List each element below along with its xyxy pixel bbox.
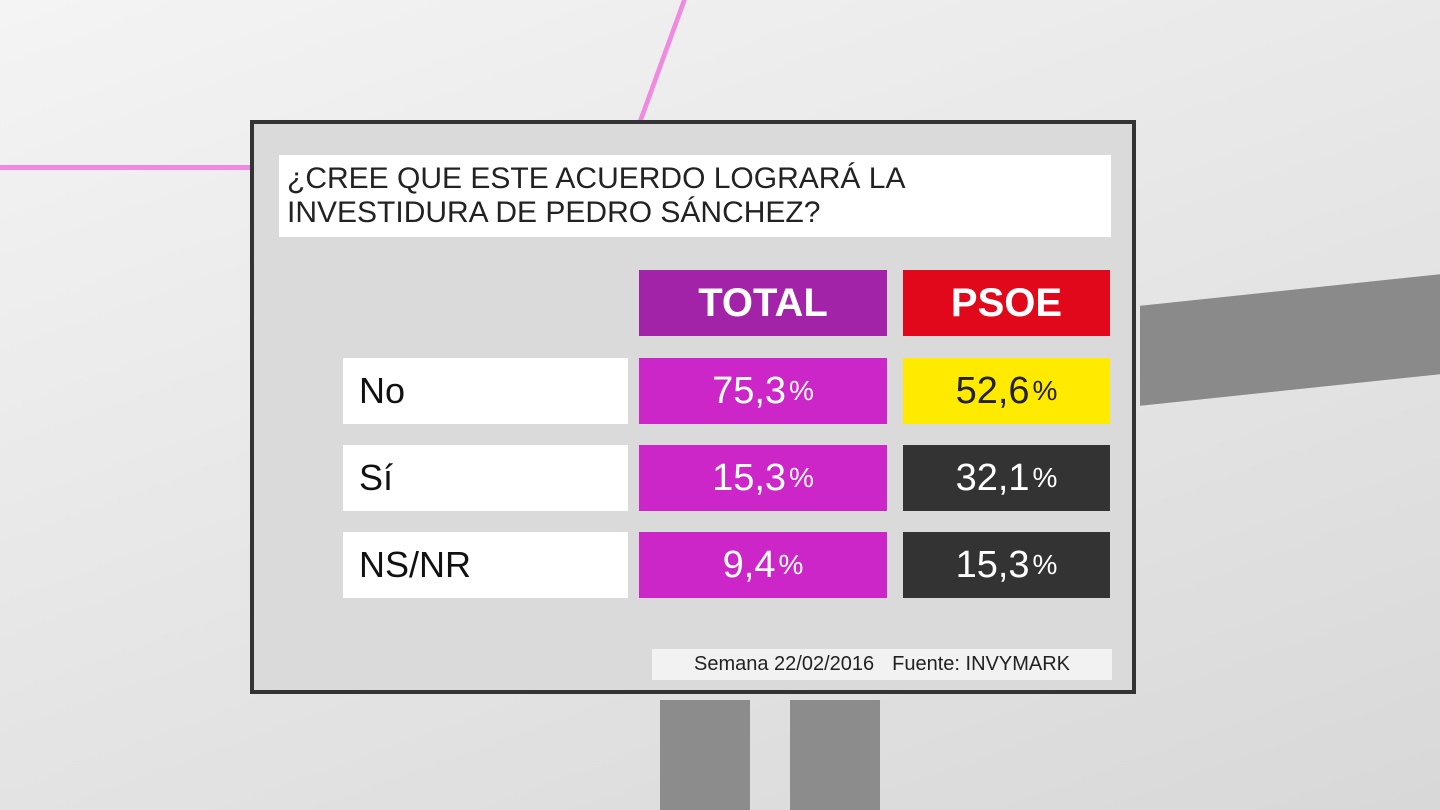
row-label: NS/NR bbox=[343, 532, 628, 598]
cell-unit: % bbox=[789, 462, 814, 493]
cell-value: 15,3 bbox=[712, 456, 787, 499]
cell: 75,3% bbox=[639, 358, 887, 424]
column-header-text: PSOE bbox=[950, 280, 1063, 325]
cell-unit: % bbox=[1032, 375, 1058, 406]
row-label-text: Sí bbox=[359, 457, 394, 498]
source: Fuente: INVYMARK bbox=[892, 653, 1070, 675]
cell: 9,4% bbox=[639, 532, 887, 598]
decor-line bbox=[0, 165, 250, 170]
cell: 15,3% bbox=[903, 532, 1110, 598]
row-label: Sí bbox=[343, 445, 628, 511]
decor-bar bbox=[660, 700, 750, 810]
cell-unit: % bbox=[1032, 549, 1058, 580]
cell: 15,3% bbox=[639, 445, 887, 511]
decor-stripe bbox=[1140, 274, 1440, 406]
cell-unit: % bbox=[789, 375, 814, 406]
cell: 52,6% bbox=[903, 358, 1110, 424]
cell: 32,1% bbox=[903, 445, 1110, 511]
row-label-text: NS/NR bbox=[359, 544, 472, 585]
decor-bar bbox=[790, 700, 880, 810]
question-text: ¿CREE QUE ESTE ACUERDO LOGRARÁ LA INVEST… bbox=[287, 162, 904, 229]
column-header: PSOE bbox=[903, 270, 1110, 336]
cell-unit: % bbox=[778, 549, 804, 580]
cell-value: 75,3 bbox=[712, 369, 787, 412]
footer: Semana 22/02/2016 Fuente: INVYMARK bbox=[652, 649, 1112, 680]
column-header-text: TOTAL bbox=[698, 280, 828, 325]
decor-line bbox=[638, 0, 687, 120]
question: ¿CREE QUE ESTE ACUERDO LOGRARÁ LA INVEST… bbox=[279, 155, 1111, 237]
column-header: TOTAL bbox=[639, 270, 887, 336]
cell-value: 32,1 bbox=[955, 456, 1030, 499]
cell-unit: % bbox=[1032, 462, 1058, 493]
row-label-text: No bbox=[359, 370, 406, 411]
date: Semana 22/02/2016 bbox=[694, 653, 875, 675]
row-label: No bbox=[343, 358, 628, 424]
cell-value: 52,6 bbox=[955, 369, 1030, 412]
cell-value: 15,3 bbox=[955, 543, 1030, 586]
cell-value: 9,4 bbox=[722, 543, 776, 586]
